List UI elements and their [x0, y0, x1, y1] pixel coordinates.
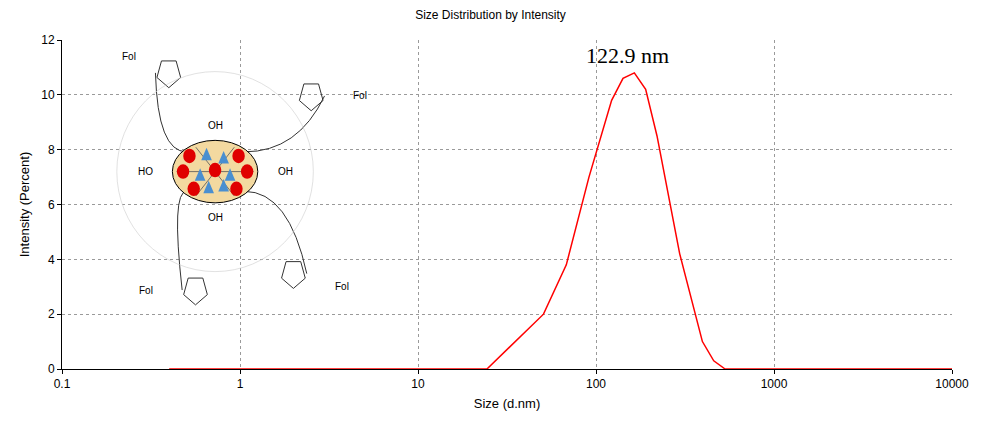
svg-text:10000: 10000: [935, 377, 969, 391]
svg-text:HO: HO: [138, 166, 153, 177]
svg-text:1000: 1000: [761, 377, 788, 391]
svg-text:Fol: Fol: [353, 90, 367, 101]
svg-text:100: 100: [586, 377, 606, 391]
svg-text:Fol: Fol: [139, 285, 153, 296]
svg-text:122.9 nm: 122.9 nm: [586, 43, 669, 68]
svg-text:OH: OH: [208, 120, 223, 131]
svg-text:10: 10: [41, 88, 55, 102]
svg-text:Size (d.nm): Size (d.nm): [474, 396, 540, 411]
svg-text:0: 0: [48, 362, 55, 376]
svg-text:0.1: 0.1: [54, 377, 71, 391]
svg-text:8: 8: [48, 143, 55, 157]
svg-text:1: 1: [237, 377, 244, 391]
svg-text:Fol: Fol: [122, 51, 136, 62]
svg-text:Size Distribution by Intensity: Size Distribution by Intensity: [415, 8, 566, 22]
svg-text:12: 12: [41, 33, 55, 47]
svg-text:OH: OH: [278, 166, 293, 177]
svg-text:OH: OH: [208, 212, 223, 223]
svg-text:10: 10: [411, 377, 425, 391]
svg-text:6: 6: [48, 198, 55, 212]
svg-text:Fol: Fol: [335, 281, 349, 292]
svg-text:4: 4: [48, 253, 55, 267]
svg-text:Intensity (Percent): Intensity (Percent): [17, 152, 32, 258]
svg-text:2: 2: [48, 307, 55, 321]
